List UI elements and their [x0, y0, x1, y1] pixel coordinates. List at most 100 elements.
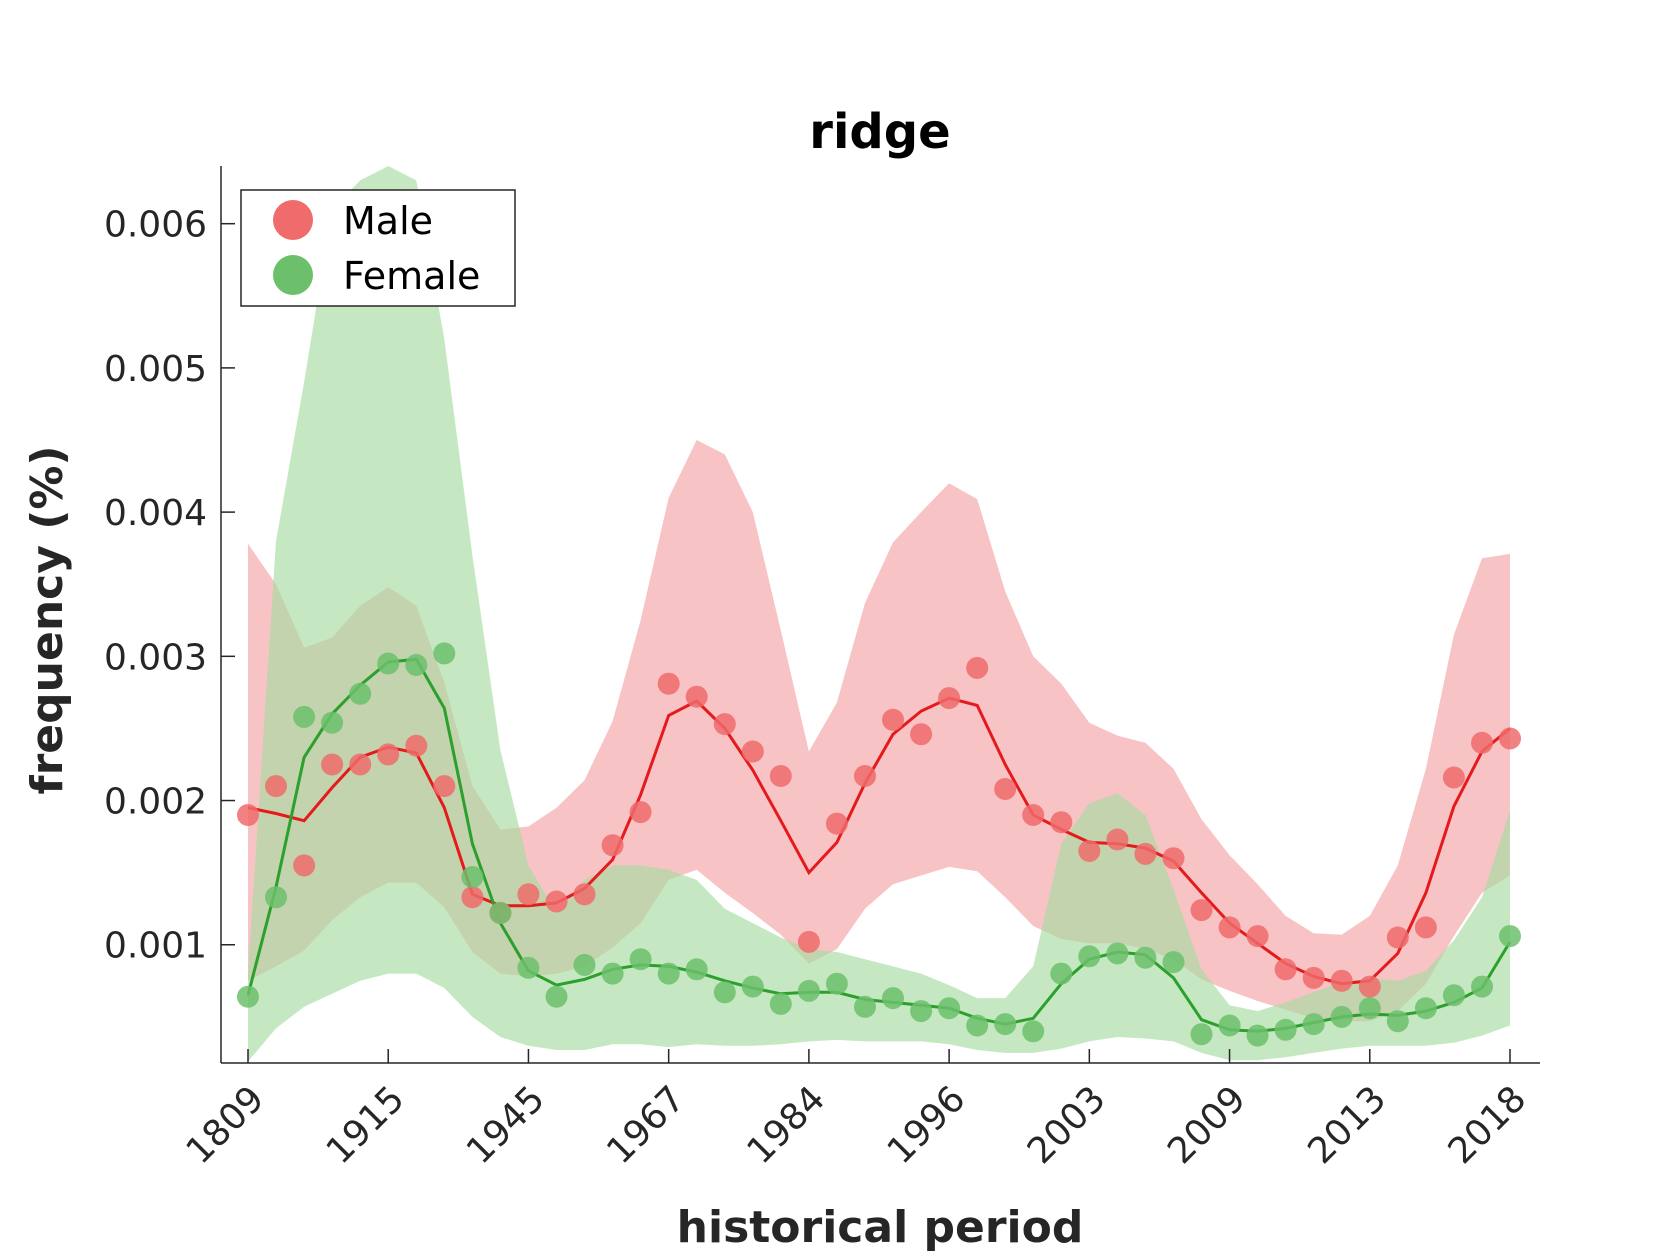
- male-point: [629, 801, 652, 824]
- female-point: [1442, 984, 1465, 1007]
- legend-marker-male: [273, 200, 313, 240]
- female-point: [1274, 1018, 1297, 1041]
- male-point: [741, 740, 764, 763]
- data-points: [237, 642, 1521, 1047]
- female-point: [629, 948, 652, 971]
- female-point: [489, 902, 512, 924]
- female-point: [405, 654, 428, 676]
- male-trend-line: [247, 696, 1511, 986]
- female-point: [573, 953, 596, 976]
- male-point: [1274, 958, 1297, 981]
- female-point: [545, 985, 568, 1008]
- female-point: [293, 705, 316, 728]
- male-point: [966, 656, 989, 679]
- x-tick-label: 1996: [880, 1078, 974, 1172]
- male-point: [769, 765, 792, 787]
- female-point: [1190, 1023, 1213, 1046]
- female-point: [1106, 942, 1129, 965]
- male-point: [349, 753, 372, 776]
- male-point: [1022, 804, 1045, 826]
- female-point: [1246, 1024, 1269, 1047]
- y-tick-label: 0.005: [104, 349, 207, 390]
- female-point: [994, 1013, 1017, 1036]
- male-point: [601, 834, 624, 857]
- male-point: [405, 734, 428, 757]
- male-point: [293, 854, 316, 877]
- male-point: [825, 812, 848, 835]
- male-point: [994, 778, 1017, 800]
- male-point: [797, 930, 820, 953]
- female-point: [237, 985, 259, 1008]
- y-tick-label: 0.004: [104, 493, 207, 534]
- female-point: [1162, 951, 1185, 974]
- female-point: [1414, 997, 1437, 1020]
- legend-label-female: Female: [343, 254, 480, 298]
- x-tick-label: 2018: [1441, 1078, 1535, 1172]
- female-point: [797, 979, 820, 1002]
- female-point: [461, 866, 484, 888]
- x-tick-label: 2009: [1160, 1078, 1254, 1172]
- legend: Male Female: [240, 189, 516, 307]
- male-point: [1246, 925, 1269, 948]
- x-tick-label: 2003: [1020, 1078, 1114, 1172]
- x-tick-label: 2013: [1300, 1078, 1394, 1172]
- male-point: [1414, 916, 1437, 939]
- female-point: [910, 1000, 933, 1023]
- chart-title: ridge: [809, 104, 950, 160]
- female-point: [657, 962, 680, 985]
- male-point: [910, 723, 933, 746]
- female-point: [433, 642, 456, 665]
- x-tick-label: 1967: [599, 1078, 693, 1172]
- y-tick-label: 0.001: [104, 926, 207, 967]
- female-point: [321, 711, 344, 734]
- male-point: [1386, 926, 1409, 949]
- male-point: [1050, 811, 1073, 834]
- female-point: [769, 992, 792, 1015]
- female-point: [1471, 975, 1493, 998]
- male-point: [657, 672, 680, 695]
- x-tick-label: 1945: [459, 1078, 553, 1172]
- female-point: [854, 995, 876, 1018]
- female-point: [741, 975, 764, 998]
- y-tick-label: 0.002: [104, 782, 207, 823]
- female-point: [1134, 946, 1157, 969]
- female-point: [377, 652, 400, 675]
- male-point: [854, 765, 876, 787]
- male-band: [248, 440, 1510, 1022]
- female-point: [1330, 1005, 1353, 1028]
- male-point: [377, 743, 400, 766]
- male-point: [517, 883, 540, 906]
- female-point: [966, 1014, 989, 1037]
- male-point: [1162, 847, 1185, 870]
- female-point: [1386, 1010, 1409, 1033]
- male-point: [1499, 727, 1521, 750]
- female-trend-line: [246, 657, 1512, 1033]
- y-tick-label: 0.006: [104, 205, 207, 246]
- female-point: [938, 997, 961, 1020]
- female-point: [713, 981, 736, 1004]
- y-axis-label: frequency (%): [22, 445, 73, 794]
- male-point: [1358, 975, 1381, 998]
- male-point: [713, 713, 736, 736]
- male-point: [1330, 969, 1353, 992]
- male-point: [1078, 840, 1101, 862]
- female-point: [1358, 997, 1381, 1020]
- female-point: [1050, 962, 1073, 985]
- male-point: [1106, 828, 1129, 851]
- female-point: [882, 987, 904, 1010]
- male-point: [685, 685, 708, 708]
- male-point: [321, 753, 344, 776]
- female-point: [1218, 1014, 1241, 1037]
- male-point: [1302, 966, 1325, 989]
- male-point: [545, 890, 568, 913]
- female-point: [685, 958, 708, 981]
- female-point: [1078, 945, 1101, 968]
- x-tick-label: 1809: [179, 1078, 273, 1172]
- female-point: [517, 956, 540, 979]
- legend-marker-female: [273, 255, 313, 295]
- male-point: [237, 804, 259, 826]
- female-point: [1022, 1020, 1045, 1043]
- female-point: [601, 962, 624, 985]
- male-point: [1442, 766, 1465, 789]
